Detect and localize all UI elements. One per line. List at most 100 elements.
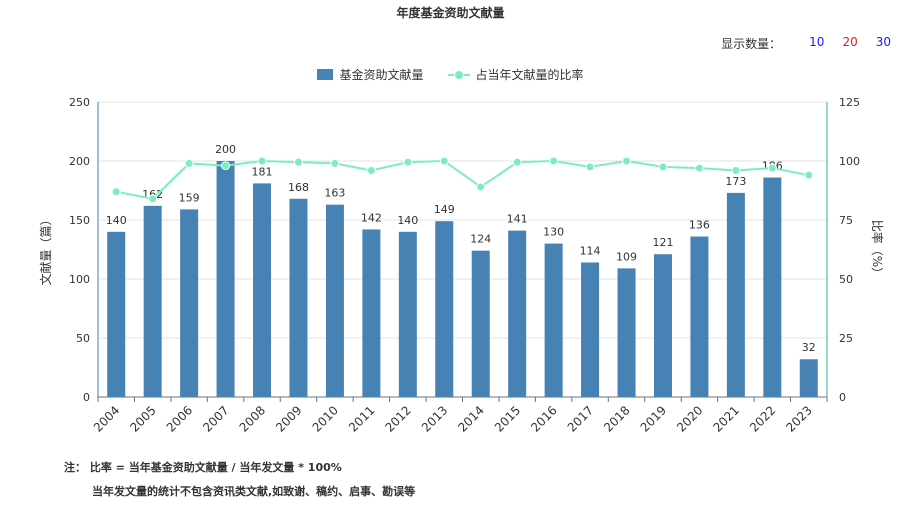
- x-axis-tick-label: 2021: [710, 403, 741, 434]
- y2-axis-tick-label: 75: [839, 214, 853, 227]
- bar-value-label: 32: [802, 341, 816, 354]
- x-axis-tick-label: 2007: [200, 403, 231, 434]
- bar-value-label: 121: [652, 236, 673, 249]
- ratio-point: [804, 170, 814, 180]
- x-axis-tick-label: 2005: [127, 403, 158, 434]
- bar-value-label: 124: [470, 233, 491, 246]
- ratio-point: [767, 163, 777, 173]
- bar-value-label: 173: [725, 175, 746, 188]
- x-axis-tick-label: 2013: [419, 403, 450, 434]
- bar: [180, 209, 199, 397]
- bar-value-label: 142: [361, 211, 382, 224]
- bar-value-label: 181: [252, 165, 273, 178]
- bar-value-label: 168: [288, 181, 309, 194]
- bar: [289, 198, 308, 397]
- y-axis-tick-label: 150: [69, 214, 90, 227]
- bar: [107, 231, 126, 397]
- bar: [544, 243, 563, 397]
- ratio-point: [148, 194, 158, 204]
- ratio-line: [116, 159, 809, 200]
- legend-item-bar-series[interactable]: 基金资助文献量: [317, 66, 424, 83]
- legend-item-line-series[interactable]: 占当年文献量的比率: [447, 66, 584, 83]
- ratio-point: [111, 187, 121, 197]
- display-count-30-option[interactable]: 30: [875, 35, 891, 49]
- bar: [581, 262, 600, 397]
- y-axis-tick-label: 50: [76, 332, 90, 345]
- bar-value-label: 163: [324, 187, 345, 200]
- x-axis-tick-label: 2020: [674, 403, 705, 434]
- bar: [362, 229, 381, 397]
- ratio-point: [476, 182, 486, 192]
- legend-line-label: 占当年文献量的比率: [475, 68, 584, 82]
- bar: [143, 205, 162, 397]
- ratio-point: [366, 165, 376, 175]
- y-axis-tick-label: 100: [69, 273, 90, 286]
- x-axis-tick-label: 2012: [382, 403, 413, 434]
- y2-axis-tick-label: 100: [839, 155, 860, 168]
- legend-bar-label: 基金资助文献量: [339, 68, 424, 82]
- ratio-point: [257, 156, 267, 166]
- x-axis-tick-label: 2017: [565, 403, 596, 434]
- bar: [398, 231, 417, 397]
- x-axis-tick-label: 2009: [273, 403, 304, 434]
- display-count-20-option[interactable]: 20: [842, 35, 858, 49]
- display-count-control: 显示数量： 10 20 30: [721, 35, 891, 52]
- x-axis-tick-label: 2016: [528, 403, 559, 434]
- y2-axis-tick-label: 0: [839, 391, 846, 404]
- ratio-point: [184, 158, 194, 168]
- bar-value-label: 149: [434, 203, 455, 216]
- x-axis-tick-label: 2023: [783, 403, 814, 434]
- bar-value-label: 159: [179, 191, 200, 204]
- bar-value-label: 140: [397, 214, 418, 227]
- ratio-point: [330, 158, 340, 168]
- bar-value-label: 109: [616, 250, 637, 263]
- display-count-label: 显示数量：: [721, 37, 782, 51]
- y-axis-tick-label: 250: [69, 96, 90, 109]
- y-axis-title: 文献量（篇）: [38, 213, 53, 285]
- y2-axis-tick-label: 25: [839, 332, 853, 345]
- x-axis-tick-label: 2014: [455, 403, 486, 434]
- bar: [799, 359, 818, 397]
- bar: [216, 161, 235, 397]
- ratio-point: [512, 157, 522, 167]
- note-line-1: 注： 比率 = 当年基金资助文献量 / 当年发文量 * 100%: [64, 461, 342, 474]
- ratio-point: [622, 156, 632, 166]
- chart-legend: 基金资助文献量 占当年文献量的比率: [0, 66, 901, 83]
- x-axis-tick-label: 2015: [492, 403, 523, 434]
- bar: [690, 236, 709, 397]
- legend-bar-swatch: [317, 69, 334, 80]
- bar: [763, 177, 782, 397]
- bar-value-label: 140: [106, 214, 127, 227]
- bar-value-label: 136: [689, 219, 710, 232]
- y-axis-tick-label: 0: [83, 391, 90, 404]
- bar: [653, 254, 672, 397]
- bar: [471, 250, 490, 397]
- ratio-point: [549, 156, 559, 166]
- bar-value-label: 130: [543, 226, 564, 239]
- bar-value-label: 141: [507, 213, 528, 226]
- bar: [253, 183, 272, 397]
- y2-axis-title: 比率（%）: [870, 220, 885, 279]
- bar-value-label: 114: [580, 244, 601, 257]
- display-count-10-option[interactable]: 10: [809, 35, 825, 49]
- x-axis-tick-label: 2008: [237, 403, 268, 434]
- ratio-point: [403, 157, 413, 167]
- ratio-point: [221, 161, 231, 171]
- ratio-point: [293, 157, 303, 167]
- bar: [508, 230, 527, 397]
- y-axis-tick-label: 200: [69, 155, 90, 168]
- x-axis-tick-label: 2018: [601, 403, 632, 434]
- bar: [617, 268, 636, 397]
- note-line-2: 当年发文量的统计不包含资讯类文献,如致谢、稿约、启事、勘误等: [92, 485, 416, 498]
- ratio-point: [658, 162, 668, 172]
- y2-axis-tick-label: 50: [839, 273, 853, 286]
- x-axis-tick-label: 2011: [346, 403, 377, 434]
- x-axis-tick-label: 2010: [310, 403, 341, 434]
- ratio-point: [585, 162, 595, 172]
- x-axis-tick-label: 2019: [638, 403, 669, 434]
- bar: [325, 204, 344, 397]
- ratio-point: [694, 163, 704, 173]
- ratio-point: [439, 156, 449, 166]
- x-axis-tick-label: 2006: [164, 403, 195, 434]
